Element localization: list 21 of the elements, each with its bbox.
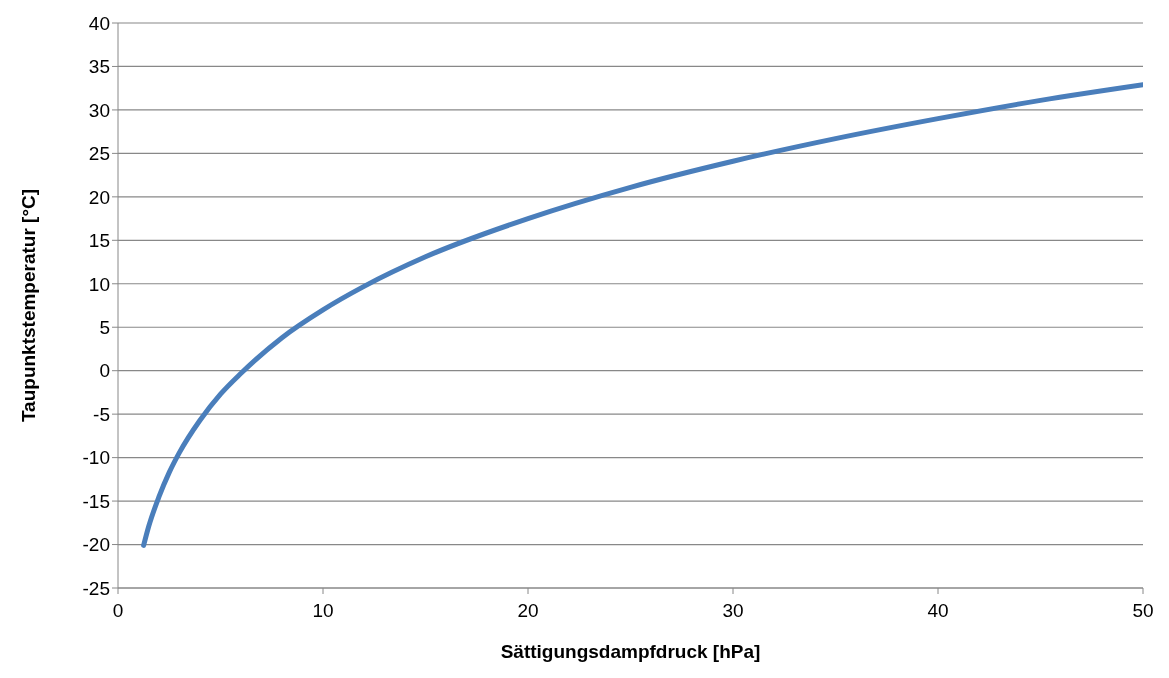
y-tick-label: 15 — [88, 230, 110, 252]
y-tick-label: -25 — [82, 577, 110, 599]
y-tick-label: 30 — [88, 99, 110, 121]
y-tick-label: -20 — [82, 534, 110, 556]
x-axis-title: Sättigungsdampfdruck [hPa] — [500, 641, 761, 662]
x-tick-label: 50 — [1132, 600, 1154, 622]
x-tick-label: 40 — [927, 600, 949, 622]
x-tick-label: 30 — [722, 600, 744, 622]
y-tick-label: -5 — [93, 403, 110, 425]
y-tick-label: -15 — [82, 490, 110, 512]
y-tick-label: 25 — [88, 143, 110, 165]
y-tick-label: 0 — [99, 360, 110, 382]
y-tick-label: 5 — [99, 316, 110, 338]
y-tick-label: 40 — [88, 12, 110, 34]
y-axis-title: Taupunktstemperatur [°C] — [17, 188, 39, 423]
y-tick-label: -10 — [82, 447, 110, 469]
x-tick-label: 20 — [517, 600, 539, 622]
y-tick-label: 10 — [88, 273, 110, 295]
x-tick-label: 10 — [312, 600, 334, 622]
y-tick-label: 20 — [88, 186, 110, 208]
y-tick-label: 35 — [88, 56, 110, 78]
